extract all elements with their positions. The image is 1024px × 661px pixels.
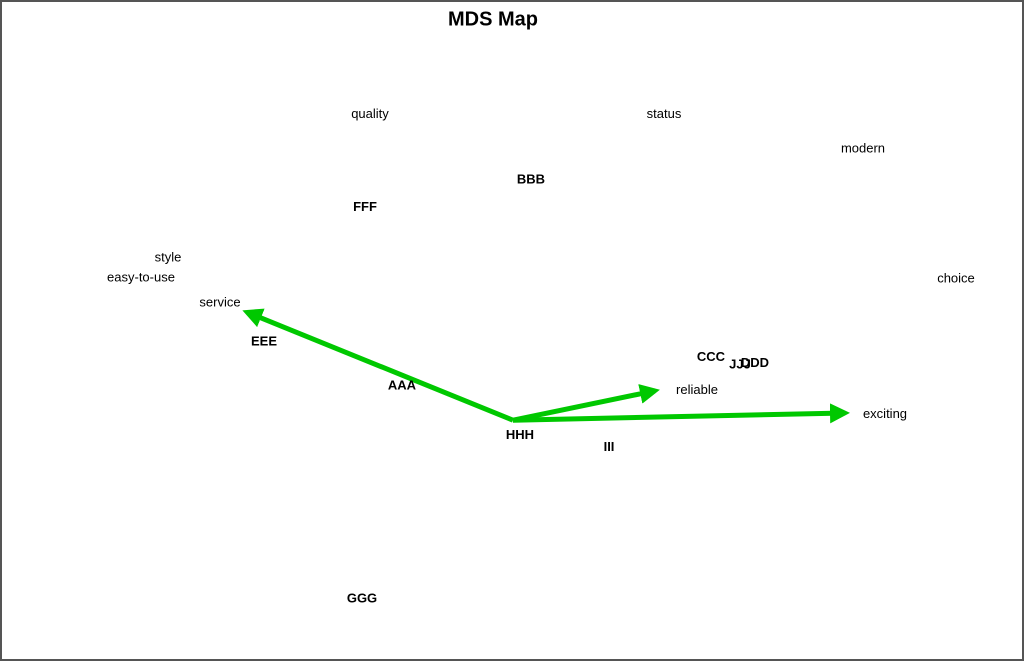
vector-arrow (512, 403, 850, 424)
attribute-label: exciting (863, 406, 907, 421)
brand-label: AAA (388, 377, 417, 392)
attribute-label: modern (841, 140, 885, 155)
attribute-label: reliable (676, 382, 718, 397)
vector-arrow (242, 308, 514, 423)
attribute-label: style (155, 250, 182, 265)
chart-title: MDS Map (448, 8, 538, 30)
attribute-label: choice (937, 271, 975, 286)
brand-label: JJJ (729, 356, 751, 371)
brand-label: FFF (353, 199, 377, 214)
vector-arrow (512, 384, 660, 423)
brand-label: HHH (506, 427, 534, 442)
brand-label: III (604, 439, 615, 454)
brand-label: EEE (251, 334, 277, 349)
brand-label: DDD (741, 355, 769, 370)
brand-label: CCC (697, 349, 726, 364)
brand-label: GGG (347, 590, 377, 605)
attribute-label: status (647, 106, 682, 121)
brand-label: BBB (517, 172, 545, 187)
attribute-label: service (199, 295, 240, 310)
attribute-label: quality (351, 106, 389, 121)
attribute-label: easy-to-use (107, 269, 175, 284)
